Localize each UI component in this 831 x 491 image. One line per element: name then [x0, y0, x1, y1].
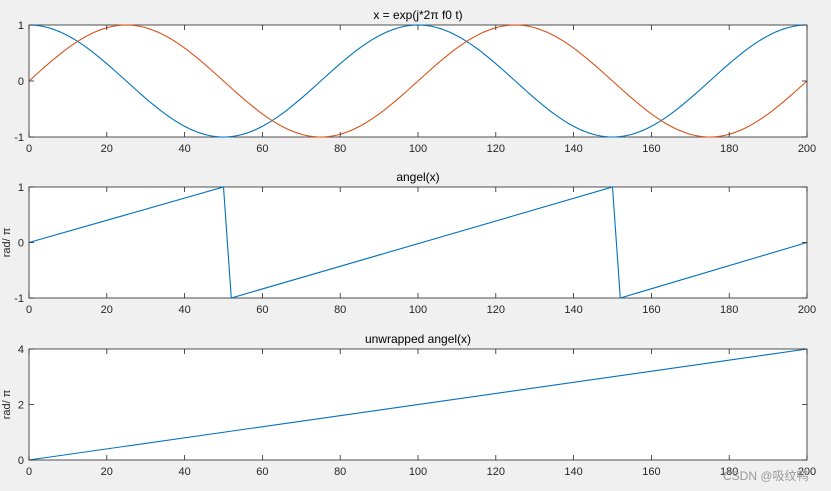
- y-tick-label: 1: [18, 20, 24, 32]
- x-tick-label: 60: [256, 143, 268, 155]
- x-tick-label: 160: [642, 466, 660, 478]
- subplot-title: angel(x): [396, 170, 439, 184]
- x-tick-label: 100: [409, 143, 427, 155]
- x-tick-label: 80: [334, 466, 346, 478]
- x-tick-label: 200: [798, 143, 816, 155]
- x-tick-label: 200: [798, 304, 816, 316]
- x-tick-label: 180: [720, 304, 738, 316]
- y-axis-label: rad/ π: [1, 389, 13, 419]
- x-tick-label: 80: [334, 304, 346, 316]
- y-tick-label: -1: [14, 132, 24, 144]
- x-tick-label: 160: [642, 304, 660, 316]
- x-tick-label: 180: [720, 466, 738, 478]
- x-tick-label: 40: [178, 143, 190, 155]
- series-line-1: [28, 186, 808, 299]
- y-tick-label: -1: [14, 293, 24, 305]
- x-tick-label: 0: [26, 143, 32, 155]
- x-tick-label: 140: [564, 143, 582, 155]
- y-tick-label: 0: [18, 455, 24, 467]
- x-tick-label: 100: [409, 466, 427, 478]
- x-tick-label: 40: [178, 304, 190, 316]
- x-tick-label: 80: [334, 143, 346, 155]
- x-tick-label: 140: [564, 466, 582, 478]
- subplot-title: unwrapped angel(x): [365, 332, 471, 346]
- x-tick-label: 60: [256, 466, 268, 478]
- series-line-2: [28, 24, 808, 138]
- x-tick-label: 180: [720, 143, 738, 155]
- x-tick-label: 40: [178, 466, 190, 478]
- y-tick-label: 1: [18, 182, 24, 194]
- x-tick-label: 200: [798, 466, 816, 478]
- subplot-title: x = exp(j*2π f0 t): [373, 8, 462, 22]
- x-tick-label: 0: [26, 304, 32, 316]
- x-tick-label: 20: [101, 304, 113, 316]
- x-tick-label: 20: [101, 466, 113, 478]
- x-tick-label: 60: [256, 304, 268, 316]
- y-tick-label: 2: [18, 400, 24, 412]
- y-tick-label: 0: [18, 238, 24, 250]
- x-tick-label: 100: [409, 304, 427, 316]
- subplot-2: 0 20 40 60 80 100 120 140 160 180 200-101angel(x)r…: [1, 170, 816, 316]
- x-tick-label: 120: [487, 143, 505, 155]
- x-tick-label: 160: [642, 143, 660, 155]
- plot-area: [28, 186, 808, 299]
- y-tick-label: 4: [18, 344, 24, 356]
- x-tick-label: 120: [487, 304, 505, 316]
- x-tick-label: 140: [564, 304, 582, 316]
- x-tick-label: 20: [101, 143, 113, 155]
- watermark: CSDN @吸纹鸭: [723, 469, 809, 483]
- subplot-3: 0 20 40 60 80 100 120 140 160 180 200 0 2 4 unwrapped …: [1, 332, 816, 478]
- y-axis-label: rad/ π: [1, 227, 13, 257]
- x-tick-label: 120: [487, 466, 505, 478]
- y-tick-label: 0: [18, 76, 24, 88]
- series-line-1: [28, 348, 808, 461]
- x-tick-label: 0: [26, 466, 32, 478]
